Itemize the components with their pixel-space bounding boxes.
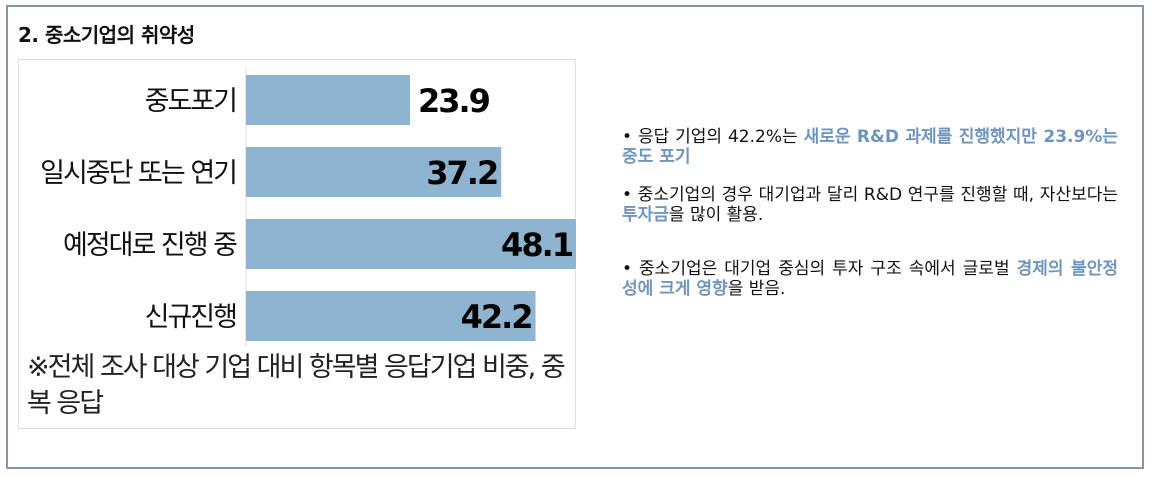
note-2: • 중소기업은 대기업 중심의 투자 구조 속에서 글로벌 경제의 불안정성에 … <box>622 259 1118 299</box>
note-highlight: 경제의 불안정성에 크게 영향 <box>622 259 1118 299</box>
chart-footnote: ※전체 조사 대상 기업 대비 항목별 응답기업 비중, 중복 응답 <box>27 352 566 419</box>
note-text: 을 많이 활용. <box>668 205 764 225</box>
note-highlight: 투자금 <box>622 205 669 225</box>
value-label-1: 37.2 <box>426 154 497 192</box>
bar-chart: 중도포기 23.9 일시중단 또는 연기 37.2 예정대로 진행 중 48.1 신규진행 4… <box>40 68 576 347</box>
notes-list: • 응답 기업의 42.2%는 새로운 R&D 과제를 진행했지만 23.9%는… <box>622 127 1118 317</box>
note-0: • 응답 기업의 42.2%는 새로운 R&D 과제를 진행했지만 23.9%는… <box>622 127 1118 167</box>
note-text: 중소기업의 경우 대기업과 달리 R&D 연구를 진행할 때, 자산보다는 <box>637 185 1119 205</box>
value-label-0: 23.9 <box>418 82 490 120</box>
value-label-3: 42.2 <box>461 298 532 336</box>
bullet-icon: • <box>622 259 640 279</box>
note-text: 응답 기업의 42.2%는 <box>637 127 804 147</box>
slide-frame: 2. 중소기업의 취약성 중도포기 23.9 일시중단 또는 연기 37.2 예정대로 … <box>6 5 1144 469</box>
bar-chart-panel: 중도포기 23.9 일시중단 또는 연기 37.2 예정대로 진행 중 48.1 신규진행 4… <box>18 59 576 429</box>
bullet-icon: • <box>622 127 638 147</box>
note-highlight: 새로운 R&D 과제를 진행했지만 23.9%는 중도 포기 <box>622 127 1118 167</box>
bar-3 <box>246 291 536 341</box>
category-label-0: 중도포기 <box>145 86 236 117</box>
note-text: 중소기업은 대기업 중심의 투자 구조 속에서 글로벌 <box>639 259 1017 279</box>
section-title: 2. 중소기업의 취약성 <box>18 23 195 47</box>
bullet-icon: • <box>622 185 638 205</box>
category-label-1: 일시중단 또는 연기 <box>40 158 236 189</box>
bar-0 <box>246 75 410 125</box>
note-1: • 중소기업의 경우 대기업과 달리 R&D 연구를 진행할 때, 자산보다는 … <box>622 185 1118 225</box>
value-label-2: 48.1 <box>501 226 573 264</box>
bar-2 <box>246 219 576 269</box>
bar-1 <box>246 147 502 197</box>
note-text: 을 받음. <box>727 279 786 299</box>
category-label-3: 신규진행 <box>145 302 237 333</box>
category-label-2: 예정대로 진행 중 <box>63 230 237 261</box>
